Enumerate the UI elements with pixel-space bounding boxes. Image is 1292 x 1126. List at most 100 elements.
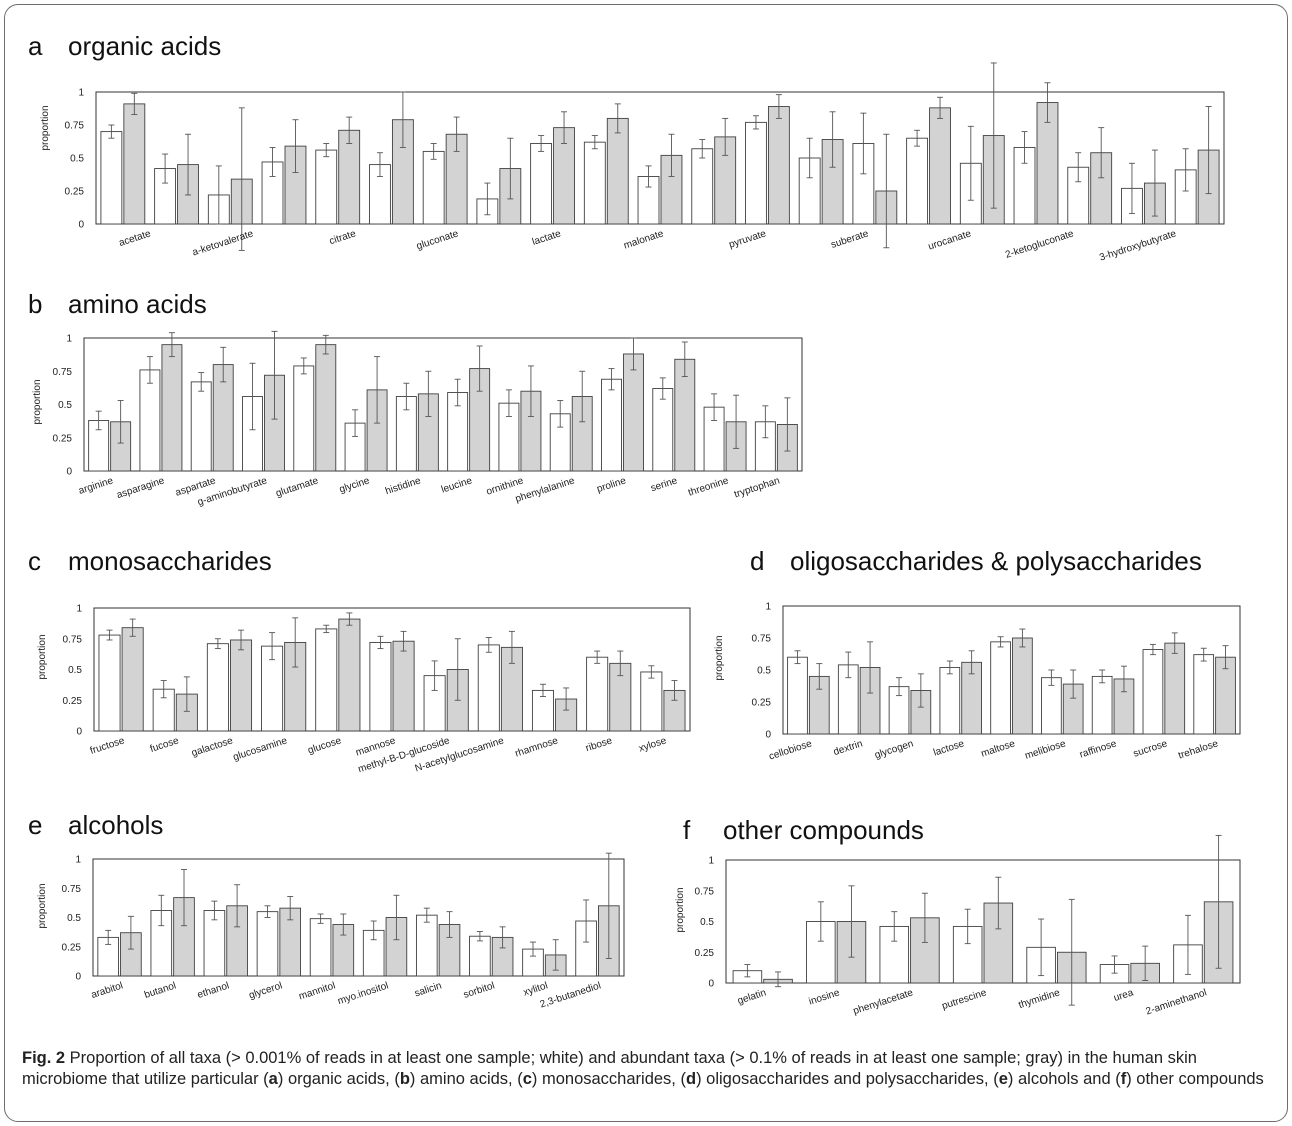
caption-text: ) monosaccharides, ( — [531, 1070, 686, 1088]
y-tick-label: 0.5 — [757, 666, 771, 677]
bar-all-taxa — [477, 644, 500, 732]
y-tick-label: 0.5 — [700, 917, 714, 928]
plot-frame — [782, 605, 1241, 735]
x-tick-label: mannitol — [298, 980, 337, 1002]
x-tick-label: xylose — [637, 735, 668, 754]
panel-title: organic acids — [68, 31, 221, 61]
bar-all-taxa — [906, 137, 929, 225]
caption-panel-ref: c — [522, 1070, 532, 1088]
plot-frame — [95, 91, 1225, 225]
x-tick-label: 3-hydroxybutyrate — [1098, 228, 1178, 263]
x-tick-label: glucose — [307, 735, 344, 756]
y-tick-label: 1 — [75, 855, 81, 866]
y-tick-label: 0.5 — [68, 665, 82, 676]
bar-abundant-taxa — [606, 117, 629, 225]
y-axis-label: proportion — [32, 379, 43, 424]
plot-frame — [725, 859, 1241, 984]
bar-all-taxa — [139, 369, 161, 472]
caption-panel-ref: d — [685, 1070, 697, 1088]
bar-all-taxa — [100, 131, 123, 225]
bar-abundant-taxa — [392, 640, 415, 732]
x-tick-label: maltose — [980, 738, 1017, 759]
y-axis-label: proportion — [714, 635, 725, 680]
caption-text: ) amino acids, ( — [409, 1070, 523, 1088]
panel-letter: d — [750, 546, 764, 576]
bar-abundant-taxa — [123, 103, 146, 225]
bar-abundant-taxa — [315, 344, 337, 472]
y-tick-label: 0.25 — [752, 698, 772, 709]
panel-title: monosaccharides — [68, 546, 272, 576]
y-tick-label: 0.75 — [65, 121, 85, 132]
x-tick-label: leucine — [440, 475, 474, 495]
bar-abundant-taxa — [623, 353, 644, 472]
x-tick-label: glutamate — [275, 475, 321, 499]
x-tick-label: butanol — [143, 980, 178, 1001]
caption-text: ) oligosaccharides and polysaccharides, … — [696, 1070, 999, 1088]
caption-panel-ref: e — [998, 1070, 1008, 1088]
y-tick-label: 1 — [708, 856, 714, 867]
x-tick-label: arabitol — [90, 980, 125, 1001]
y-tick-label: 0.5 — [67, 913, 81, 924]
y-tick-label: 0.5 — [70, 154, 84, 165]
y-axis-label: proportion — [40, 105, 51, 150]
y-tick-label: 1 — [765, 602, 771, 613]
bar-abundant-taxa — [1012, 637, 1033, 735]
bar-all-taxa — [586, 656, 609, 732]
plot-frame — [93, 607, 691, 732]
y-tick-label: 0.25 — [63, 696, 83, 707]
x-tick-label: ethanol — [196, 980, 231, 1001]
caption-text: Proportion of all taxa (> 0.001% of read… — [22, 1049, 1197, 1088]
caption-label: Fig. 2 — [22, 1049, 66, 1067]
x-tick-label: glycine — [338, 475, 371, 495]
bar-all-taxa — [315, 149, 338, 225]
bar-all-taxa — [206, 643, 229, 732]
bar-all-taxa — [601, 378, 622, 472]
figure-frame — [4, 4, 1288, 1122]
y-tick-label: 0.75 — [62, 884, 82, 895]
chart-panel-f: f other compounds proportion 0 0.25 0.5 0.75 1 g… — [675, 815, 1241, 1017]
caption-text: ) other compounds — [1126, 1070, 1264, 1088]
caption-panel-ref: f — [1120, 1070, 1127, 1088]
plot-frame — [83, 337, 803, 472]
y-axis-label: proportion — [37, 883, 48, 928]
x-tick-label: trehalose — [1177, 738, 1220, 761]
y-tick-label: 0.25 — [53, 433, 73, 444]
x-tick-label: methyl-B-D-glucoside — [357, 735, 452, 775]
x-tick-label: gelatin — [736, 987, 767, 1007]
y-tick-label: 0.5 — [58, 400, 72, 411]
bar-all-taxa — [98, 634, 121, 732]
x-tick-label: glucosamine — [232, 735, 289, 763]
bar-abundant-taxa — [1164, 642, 1186, 735]
bar-all-taxa — [879, 925, 910, 984]
bar-all-taxa — [256, 911, 279, 977]
x-tick-label: suberate — [830, 228, 871, 251]
bar-abundant-taxa — [121, 627, 144, 732]
y-tick-label: 0 — [765, 730, 771, 741]
y-tick-label: 0 — [708, 979, 714, 990]
x-tick-label: lactose — [932, 738, 966, 758]
bar-abundant-taxa — [338, 129, 361, 225]
bar-all-taxa — [293, 365, 315, 472]
x-tick-label: glycogen — [873, 738, 914, 761]
figure-caption: Fig. 2 Proportion of all taxa (> 0.001% … — [22, 1048, 1272, 1090]
bar-all-taxa — [1193, 654, 1215, 735]
plot-frame — [92, 858, 625, 977]
x-tick-label: a-ketovalerate — [191, 228, 255, 258]
y-tick-label: 0.75 — [63, 634, 83, 645]
x-tick-label: putrescine — [941, 987, 989, 1012]
panel-letter: b — [28, 289, 42, 319]
bar-all-taxa — [787, 656, 808, 735]
caption-text: ) alcohols and ( — [1007, 1070, 1121, 1088]
y-axis-label: proportion — [37, 634, 48, 679]
bar-all-taxa — [469, 935, 491, 977]
x-tick-label: galactose — [190, 735, 235, 759]
x-tick-label: acetate — [118, 228, 153, 249]
bar-all-taxa — [309, 918, 332, 977]
y-tick-label: 0.25 — [65, 187, 85, 198]
panel-title: alcohols — [68, 810, 163, 840]
chart-panel-c: c monosaccharides proportion 0 0.25 0.5 0.75 1 f… — [28, 546, 691, 775]
bar-all-taxa — [530, 143, 553, 225]
y-tick-label: 1 — [66, 334, 72, 345]
x-tick-label: malonate — [622, 228, 665, 251]
